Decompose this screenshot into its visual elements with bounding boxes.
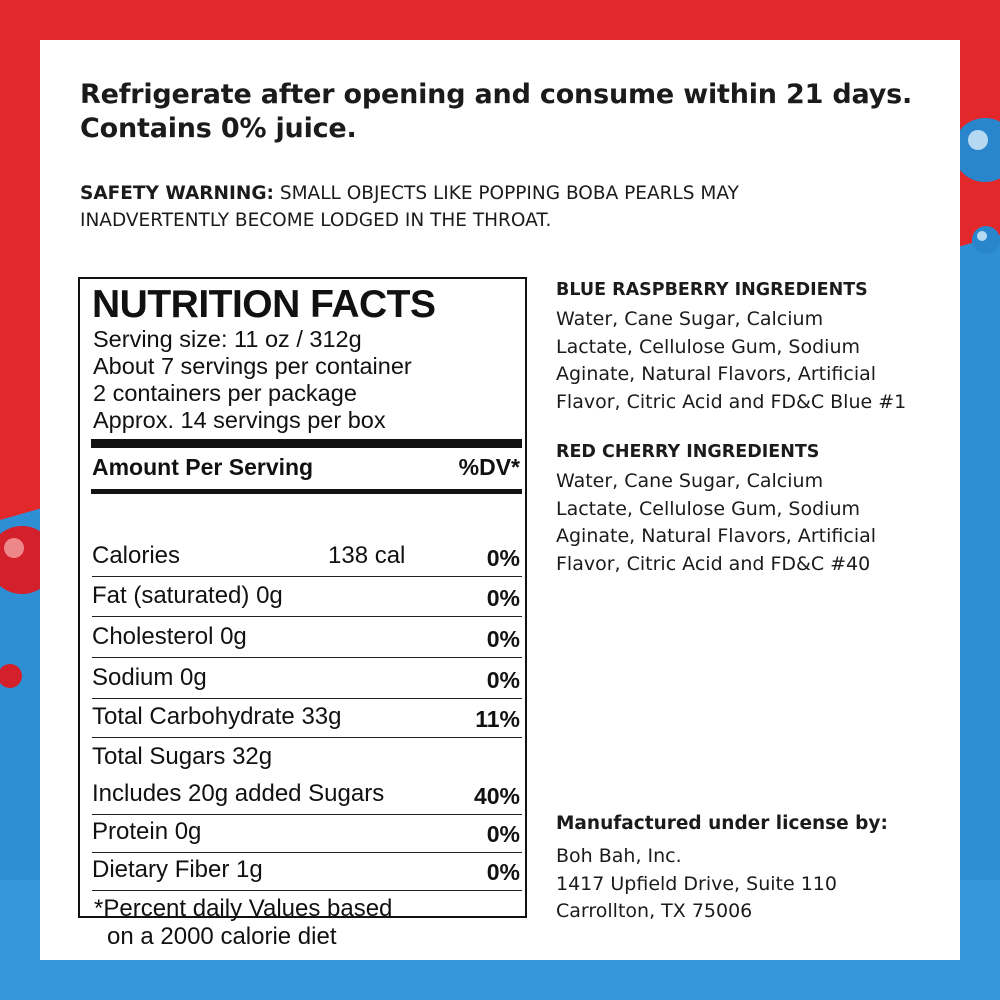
nutrient-label: Fat (saturated) 0g [92,582,283,609]
nutrient-label: Protein 0g [92,818,202,845]
dv-footnote-line-1: *Percent daily Values based [94,895,393,922]
nutrient-label: Cholesterol 0g [92,623,247,650]
nutrient-amount: 138 cal [328,542,406,569]
nutrition-facts-panel: NUTRITION FACTS Serving size: 11 oz / 31… [78,277,527,950]
nutrient-dv: 0% [486,667,520,693]
nutrient-label: Total Carbohydrate 33g [92,703,342,730]
nutrient-row-calories: Calories 138 cal 0% [92,536,522,577]
dv-footnote-line-2: on a 2000 calorie diet [107,923,337,950]
safety-warning-line-2: INADVERTENTLY BECOME LODGED IN THE THROA… [80,210,552,231]
nutrient-dv: 0% [486,545,520,571]
storage-notice: Refrigerate after opening and consume wi… [80,78,940,146]
amount-per-serving-header: Amount Per Serving %DV* [92,452,520,482]
ingredient-line: Lactate, Cellulose Gum, Sodium [556,335,860,358]
nutrient-row-total-sugars: Total Sugars 32g [92,737,522,777]
manufacturer-address: Boh Bah, Inc. 1417 Upfield Drive, Suite … [556,843,956,926]
nutrient-dv: 0% [486,585,520,611]
storage-notice-line-1: Refrigerate after opening and consume wi… [80,79,913,110]
nutrient-label: Calories [92,542,181,569]
medium-divider [91,489,522,494]
safety-warning-line-1: SMALL OBJECTS LIKE POPPING BOBA PEARLS M… [279,183,739,204]
blue-raspberry-ingredients: BLUE RASPBERRY INGREDIENTS Water, Cane S… [556,278,976,416]
red-cherry-ingredients: RED CHERRY INGREDIENTS Water, Cane Sugar… [556,440,976,578]
nutrient-label: Includes 20g added Sugars [92,780,385,807]
ingredient-line: Aginate, Natural Flavors, Artificial [556,363,877,385]
ingredient-line: Flavor, Citric Acid and FD&C #40 [556,552,871,575]
serving-info: Serving size: 11 oz / 312g About 7 servi… [93,326,412,434]
blue-raspberry-text: Water, Cane Sugar, Calcium Lactate, Cell… [556,306,976,416]
red-cherry-heading: RED CHERRY INGREDIENTS [556,442,820,462]
ingredient-line: Flavor, Citric Acid and FD&C Blue #1 [556,390,907,413]
nutrient-label: Dietary Fiber 1g [92,856,263,883]
nutrient-dv: 40% [473,783,520,809]
red-cherry-text: Water, Cane Sugar, Calcium Lactate, Cell… [556,468,976,578]
manufacturer-name: Boh Bah, Inc. [556,845,682,867]
nutrient-row-dietary-fiber: Dietary Fiber 1g 0% [92,852,522,891]
manufacturer-heading: Manufactured under license by: [556,813,888,834]
manufacturer-city: Carrollton, TX 75006 [556,900,753,922]
ingredient-line: Lactate, Cellulose Gum, Sodium [556,497,860,520]
manufacturer-street: 1417 Upfield Drive, Suite 110 [556,872,837,895]
ingredient-line: Water, Cane Sugar, Calcium [556,308,824,330]
servings-per-box: Approx. 14 servings per box [93,407,386,433]
nutrient-label: Total Sugars 32g [92,743,273,770]
amount-per-serving-label: Amount Per Serving [92,454,314,480]
nutrition-facts-title: NUTRITION FACTS [92,283,436,326]
nutrient-row-fat: Fat (saturated) 0g 0% [92,576,522,617]
ingredient-line: Water, Cane Sugar, Calcium [556,470,824,492]
storage-notice-line-2: Contains 0% juice. [80,113,357,144]
nutrient-row-sodium: Sodium 0g 0% [92,658,522,699]
nutrient-row-cholesterol: Cholesterol 0g 0% [92,617,522,658]
nutrient-row-protein: Protein 0g 0% [92,814,522,853]
ingredient-line: Aginate, Natural Flavors, Artificial [556,525,877,547]
manufacturer-info: Manufactured under license by: Boh Bah, … [556,812,956,926]
safety-warning-label: SAFETY WARNING: [80,183,274,204]
nutrient-row-added-sugars: Includes 20g added Sugars 40% [92,777,522,815]
serving-size: Serving size: 11 oz / 312g [93,326,362,352]
containers-per-package: 2 containers per package [93,380,357,406]
nutrient-label: Sodium 0g [92,664,207,691]
label-panel: Refrigerate after opening and consume wi… [40,40,960,960]
thick-divider [91,439,522,448]
nutrient-dv: 11% [475,706,520,732]
servings-per-container: About 7 servings per container [93,353,412,379]
safety-warning: SAFETY WARNING: SMALL OBJECTS LIKE POPPI… [80,180,880,234]
dv-footnote: *Percent daily Values based on a 2000 ca… [94,895,392,951]
nutrient-dv: 0% [486,821,520,847]
nutrient-row-total-carbohydrate: Total Carbohydrate 33g 11% [92,699,522,738]
nutrient-dv: 0% [486,859,520,885]
dv-header: %DV* [458,454,520,480]
blue-raspberry-heading: BLUE RASPBERRY INGREDIENTS [556,280,868,300]
nutrient-dv: 0% [486,626,520,652]
